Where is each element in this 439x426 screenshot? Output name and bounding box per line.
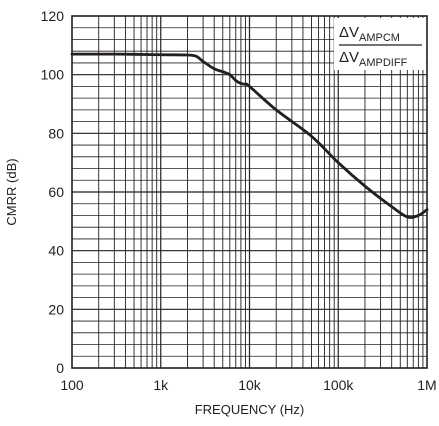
x-axis-title: FREQUENCY (Hz) <box>195 402 305 417</box>
y-tick-label: 100 <box>41 67 65 83</box>
cmrr-definition-annotation: ΔVAMPCM ΔVAMPDIFF <box>334 18 426 70</box>
x-tick-label: 1k <box>153 377 169 393</box>
y-tick-label: 120 <box>41 8 65 24</box>
annotation-numerator: ΔVAMPCM <box>339 24 400 44</box>
annotation-denominator: ΔVAMPDIFF <box>339 49 408 69</box>
y-tick-label: 80 <box>48 125 64 141</box>
grid <box>72 16 427 368</box>
plot-frame <box>71 15 428 369</box>
series-line-cmrr <box>70 52 429 219</box>
y-tick-label: 40 <box>48 243 64 259</box>
x-tick-label: 10k <box>238 377 262 393</box>
x-tick-label: 1M <box>417 377 436 393</box>
x-tick-label: 100 <box>60 377 84 393</box>
annotation-background <box>334 18 426 70</box>
x-tick-label: 100k <box>323 377 354 393</box>
y-axis-title: CMRR (dB) <box>4 158 19 225</box>
y-tick-label: 20 <box>48 301 64 317</box>
y-tick-labels: 0 20 40 60 80 100 120 <box>41 8 65 376</box>
x-tick-labels: 100 1k 10k 100k 1M <box>60 377 436 393</box>
y-tick-label: 0 <box>56 360 64 376</box>
y-tick-label: 60 <box>48 184 64 200</box>
